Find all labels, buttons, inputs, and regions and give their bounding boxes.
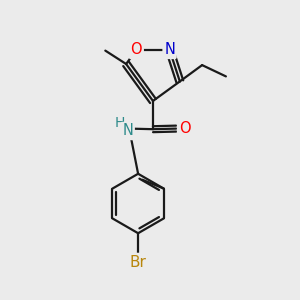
Text: Br: Br <box>130 255 146 270</box>
Text: O: O <box>179 121 190 136</box>
Text: N: N <box>164 42 175 57</box>
Text: N: N <box>122 124 133 139</box>
Text: H: H <box>115 116 125 130</box>
Text: O: O <box>130 42 142 57</box>
